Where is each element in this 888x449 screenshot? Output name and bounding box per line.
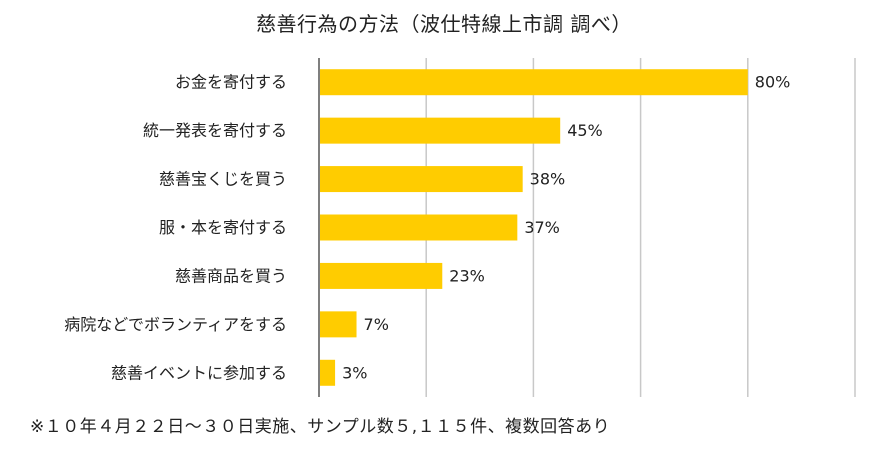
chart-title: 慈善行為の方法（波仕特線上市調 調べ） [256,12,632,36]
category-label: 統一発表を寄付する [143,121,287,140]
data-label: 37% [524,218,560,237]
category-label: 慈善イベントに参加する [111,363,287,382]
chart-footnote: ※１０年４月２２日～３０日実施、サンプル数５,１１５件、複数回答あり [30,417,611,437]
gridlines [425,58,856,397]
category-label: 慈善商品を買う [175,266,287,285]
data-label: 3% [342,363,367,382]
data-label: 45% [567,121,603,140]
bars [319,69,748,386]
category-label: 病院などでボランティアをする [64,315,287,334]
bar [319,262,443,289]
bar [319,359,336,386]
bar [319,214,518,241]
data-label: 7% [364,315,389,334]
data-label: 23% [449,266,485,285]
data-label: 38% [530,170,566,189]
category-label: 服・本を寄付する [159,218,287,237]
data-label: 80% [755,73,791,92]
bar [319,69,748,96]
category-label: お金を寄付する [175,73,287,92]
labels: お金を寄付する 80% 統一発表を寄付する 45% 慈善宝くじを買う 38% 服・本を寄付す… [64,73,790,383]
category-label: 慈善宝くじを買う [159,170,287,189]
bar [319,166,523,193]
bar [319,311,357,338]
bar [319,117,561,144]
